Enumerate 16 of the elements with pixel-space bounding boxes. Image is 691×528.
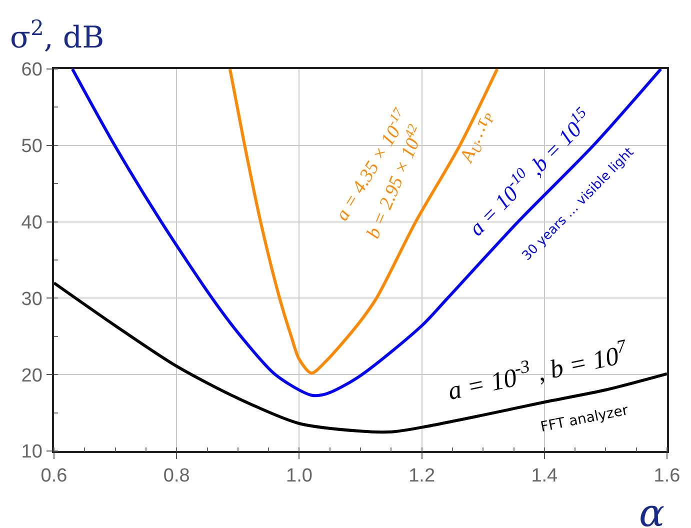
line-series xyxy=(70,69,662,398)
line-series xyxy=(54,281,667,434)
x-tick-label: 1.4 xyxy=(531,466,558,487)
y-tick-label: 60 xyxy=(21,60,42,81)
y-axis-title: σ$^{2}$, dB xyxy=(10,16,104,56)
x-tick-label: 1.2 xyxy=(408,466,436,487)
x-axis-title: α xyxy=(639,491,665,528)
x-tick-label: 0.8 xyxy=(163,466,190,487)
y-tick-label: 50 xyxy=(21,136,42,158)
x-tick-label: 0.6 xyxy=(40,466,68,487)
x-tick-label: 1.6 xyxy=(654,466,680,487)
y-tick-label: 30 xyxy=(21,288,42,310)
y-tick-label: 10 xyxy=(21,442,42,463)
x-tick-label: 1.0 xyxy=(286,466,312,487)
y-tick-label: 20 xyxy=(21,365,42,386)
y-tick-label: 40 xyxy=(21,212,42,234)
